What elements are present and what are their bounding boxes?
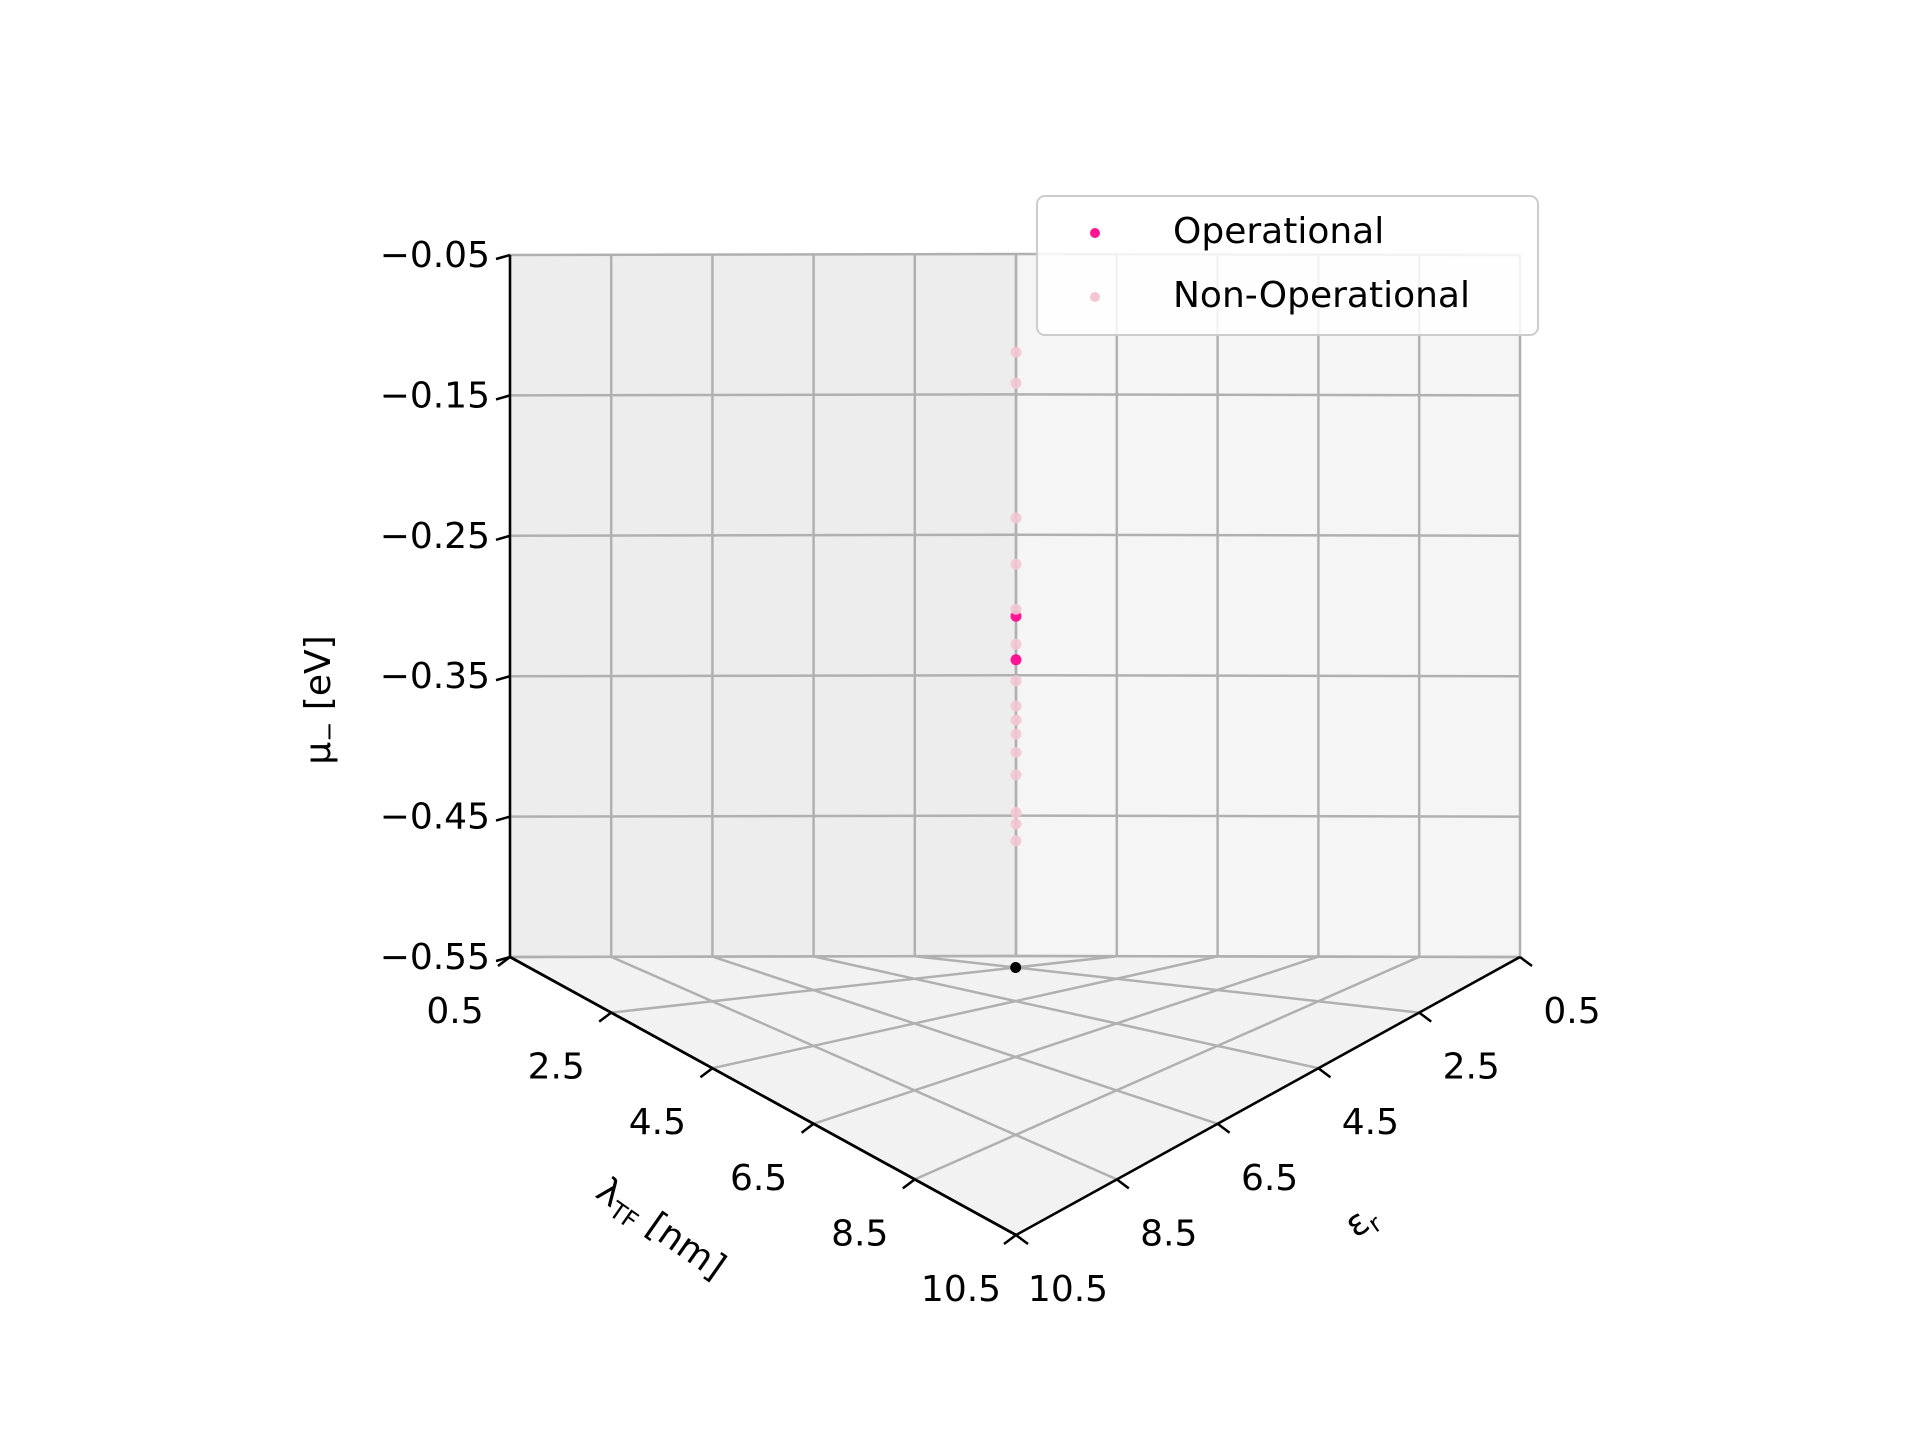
- data-point-non-operational: [1010, 746, 1022, 758]
- x-tick-label: 2.5: [1443, 1047, 1500, 1088]
- floor-grid-line-y: [712, 955, 1218, 1125]
- floor-grid-line-x: [813, 955, 1319, 1125]
- data-point-non-operational: [1010, 512, 1022, 524]
- y-tick: [699, 1067, 714, 1079]
- data-point-non-operational: [1010, 714, 1022, 726]
- x-tick: [1418, 1011, 1432, 1023]
- data-point-reference: [1010, 961, 1022, 973]
- x-tick-label: 10.5: [1028, 1269, 1108, 1310]
- tick-marks: [495, 253, 1533, 1245]
- data-point-non-operational: [1010, 818, 1022, 830]
- z-tick: [495, 955, 511, 963]
- right-wall-pane: [1016, 254, 1520, 957]
- left-wall-pane: [510, 254, 1016, 957]
- data-point-non-operational: [1010, 558, 1022, 570]
- floor-pane: [510, 956, 1520, 1235]
- x-axis-title: εr: [1337, 1195, 1387, 1249]
- floor-grid-line-y: [914, 954, 1420, 1014]
- x-axis-line-front: [1015, 955, 1521, 1237]
- z-axis-title: μ− [eV]: [298, 635, 343, 764]
- data-point-non-operational: [1010, 769, 1022, 781]
- legend-frame: [1036, 195, 1539, 336]
- y-tick: [902, 1178, 916, 1190]
- y-tick-label: 6.5: [730, 1158, 787, 1199]
- left-wall-grid-horizontal: [509, 954, 1017, 959]
- legend-label-non-operational: Non-Operational: [1173, 275, 1470, 316]
- data-point-non-operational: [1010, 638, 1022, 650]
- data-points: [1010, 346, 1022, 973]
- x-tick: [1216, 1122, 1231, 1134]
- y-axis-title: λTF [nm]: [587, 1170, 733, 1291]
- z-tick: [495, 394, 511, 401]
- axes-panes: [510, 254, 1520, 1235]
- axis-lines: [508, 255, 1521, 1237]
- z-tick-label: −0.35: [380, 656, 490, 697]
- data-point-non-operational: [1010, 835, 1022, 847]
- z-tick-label: −0.45: [380, 797, 490, 838]
- data-point-non-operational: [1010, 603, 1022, 615]
- left-wall-grid-horizontal: [509, 673, 1017, 678]
- left-wall-grid-horizontal: [509, 393, 1017, 397]
- z-tick: [495, 815, 511, 822]
- z-tick-label: −0.55: [380, 937, 490, 978]
- right-wall-grid-horizontal: [1015, 393, 1521, 397]
- data-point-non-operational: [1010, 728, 1022, 740]
- x-tick: [1317, 1067, 1332, 1079]
- floor-grid-line-y: [813, 955, 1319, 1070]
- z-tick: [495, 253, 511, 261]
- legend-label-operational: Operational: [1173, 211, 1384, 252]
- y-tick-label: 10.5: [921, 1269, 1001, 1310]
- y-tick-label: 8.5: [831, 1213, 888, 1254]
- y-tick: [1003, 1234, 1017, 1245]
- floor-grid-line-x: [914, 955, 1420, 1181]
- y-tick: [800, 1122, 815, 1134]
- left-wall-grid-horizontal: [509, 252, 1017, 257]
- legend: Operational Non-Operational: [1036, 195, 1539, 336]
- right-wall-grid-horizontal: [1015, 814, 1521, 818]
- y-tick: [598, 1011, 612, 1023]
- data-point-non-operational: [1010, 807, 1022, 819]
- z-tick: [495, 534, 511, 542]
- tick-labels: 0.5 2.5 4.5 6.5 8.5 10.5 0.5 2.5 4.5 6.5 8.5 10.5 −0…: [380, 235, 1601, 1310]
- z-tick-label: −0.05: [380, 235, 490, 276]
- y-axis-line: [509, 955, 1017, 1237]
- floor-grid-line-x: [611, 954, 1117, 1014]
- right-wall-grid-horizontal: [1015, 673, 1521, 678]
- x-tick: [1015, 1234, 1029, 1245]
- y-tick-label: 2.5: [528, 1047, 585, 1088]
- data-point-non-operational: [1010, 700, 1022, 712]
- z-tick-label: −0.25: [380, 516, 490, 557]
- x-tick-label: 0.5: [1543, 991, 1600, 1032]
- x-tick: [1116, 1178, 1130, 1190]
- x-tick-label: 6.5: [1241, 1158, 1298, 1199]
- data-point-non-operational: [1010, 346, 1022, 358]
- right-wall-grid-horizontal: [1015, 954, 1521, 959]
- floor-grid-line-x: [712, 955, 1218, 1070]
- z-tick-label: −0.15: [380, 375, 490, 416]
- grid-lines: [508, 252, 1522, 1237]
- y-tick-label: 4.5: [629, 1102, 686, 1143]
- x-tick-label: 8.5: [1140, 1213, 1197, 1254]
- x-tick-label: 4.5: [1342, 1102, 1399, 1143]
- y-tick-label: 0.5: [426, 991, 483, 1032]
- legend-marker-operational: [1090, 228, 1100, 238]
- floor-grid-line-y: [610, 955, 1118, 1181]
- data-point-non-operational: [1010, 675, 1022, 687]
- left-wall-grid-horizontal: [509, 533, 1017, 538]
- data-point-non-operational: [1010, 377, 1022, 389]
- right-wall-grid-horizontal: [1015, 533, 1521, 538]
- z-tick: [495, 674, 511, 682]
- data-point-operational: [1010, 654, 1022, 666]
- legend-marker-non-operational: [1090, 292, 1100, 302]
- x-tick: [1519, 956, 1533, 967]
- left-wall-grid-horizontal: [509, 814, 1017, 818]
